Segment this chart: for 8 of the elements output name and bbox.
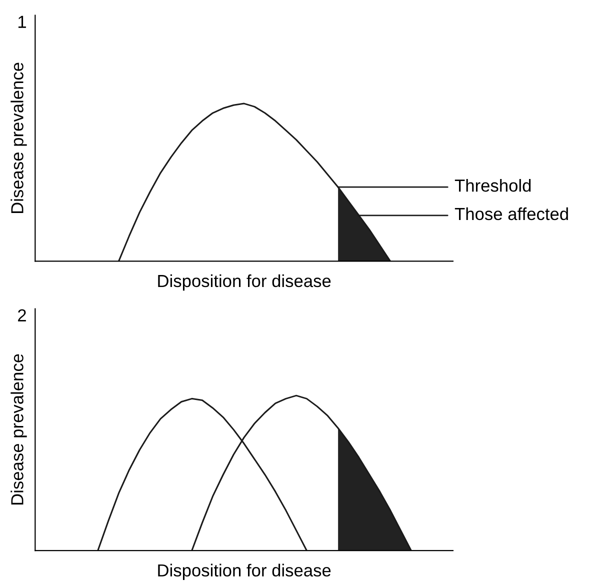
- y-axis-title: Disease prevalence: [10, 62, 27, 214]
- chart-title: 1: [18, 16, 26, 28]
- x-axis-title: Disposition for disease: [158, 564, 331, 580]
- y-axis-title: Disease prevalence: [10, 354, 27, 504]
- text: Threshold: [454, 179, 531, 192]
- x-axis-title: Disposition for disease: [158, 274, 331, 291]
- text: Those affected: [454, 207, 568, 220]
- chart-title: 2: [18, 309, 26, 322]
